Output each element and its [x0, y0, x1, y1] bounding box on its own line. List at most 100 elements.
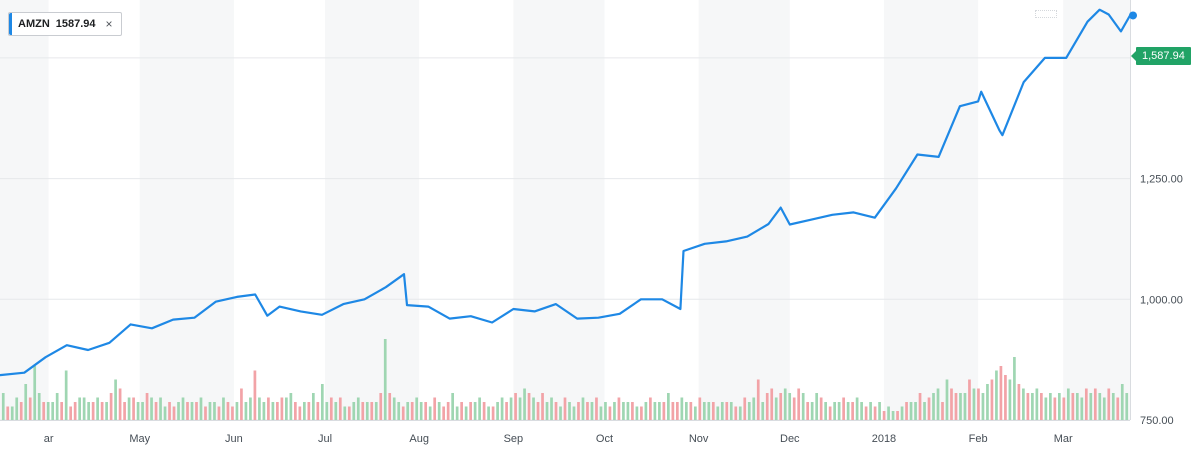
volume-bar: [55, 393, 59, 420]
y-tick-label: 750.00: [1140, 415, 1174, 427]
volume-bar: [1111, 393, 1115, 420]
volume-bar: [1035, 388, 1039, 420]
volume-bar: [374, 402, 378, 420]
volume-bar: [231, 406, 234, 420]
month-band: [325, 0, 420, 420]
volume-bar: [684, 402, 688, 420]
volume-bar: [1017, 384, 1021, 420]
volume-bar: [577, 402, 580, 420]
volume-bar: [343, 406, 347, 420]
volume-bar: [626, 402, 630, 420]
volume-bar: [995, 370, 998, 420]
last-point-marker: [1129, 11, 1137, 20]
volume-bar: [738, 406, 742, 420]
volume-bar: [1053, 397, 1057, 420]
volume-bar: [478, 397, 481, 420]
volume-bar: [604, 402, 607, 420]
volume-bar: [846, 402, 850, 420]
volume-bar: [379, 393, 383, 420]
volume-bar: [303, 402, 306, 420]
volume-bar: [199, 397, 203, 420]
volume-bar: [487, 406, 490, 420]
volume-bar: [900, 406, 904, 420]
volume-bar: [981, 393, 985, 420]
volume-bar: [401, 406, 405, 420]
volume-bar: [869, 402, 872, 420]
close-icon[interactable]: ×: [105, 17, 113, 31]
volume-bar: [217, 406, 221, 420]
volume-bar: [887, 406, 890, 420]
volume-bar: [631, 402, 634, 420]
volume-bar: [806, 402, 810, 420]
volume-bar: [496, 402, 499, 420]
volume-bar: [752, 397, 756, 420]
volume-bar: [24, 384, 28, 420]
volume-bar: [46, 402, 50, 420]
legend-chip-amzn[interactable]: AMZN 1587.94 ×: [8, 12, 122, 36]
volume-bar: [298, 406, 302, 420]
volume-bar: [653, 402, 657, 420]
volume-bar: [406, 402, 410, 420]
volume-bar: [311, 393, 315, 420]
volume-bar: [1013, 357, 1016, 420]
volume-bar: [181, 397, 185, 420]
volume-bar: [1062, 397, 1066, 420]
volume-bar: [325, 402, 329, 420]
volume-bar: [289, 393, 293, 420]
volume-bar: [204, 406, 207, 420]
volume-bar: [667, 393, 670, 420]
volume-bar: [356, 397, 360, 420]
volume-bar: [1057, 393, 1061, 420]
volume-bar: [267, 397, 270, 420]
volume-bar: [523, 388, 526, 420]
volume-bar: [505, 402, 508, 420]
y-tick-label: 1,250.00: [1140, 174, 1183, 186]
volume-bar: [711, 402, 715, 420]
volume-bar: [1120, 384, 1124, 420]
volume-bar: [797, 388, 801, 420]
volume-bar: [33, 366, 37, 420]
month-band: [139, 0, 234, 420]
volume-bar: [1125, 393, 1129, 420]
volume-bar: [676, 402, 679, 420]
volume-bar: [734, 406, 738, 420]
x-tick-label: Jun: [225, 433, 243, 445]
volume-bar: [923, 402, 926, 420]
volume-bar: [334, 402, 338, 420]
volume-bar: [671, 402, 675, 420]
volume-bar: [455, 406, 459, 420]
volume-bar: [464, 406, 468, 420]
volume-bar: [208, 402, 212, 420]
volume-bar: [460, 402, 463, 420]
legend-price: 1587.94: [55, 18, 96, 30]
volume-bar: [1071, 393, 1075, 420]
volume-bar: [42, 402, 46, 420]
volume-bar: [568, 402, 571, 420]
volume-bar: [69, 406, 73, 420]
x-tick-label: Sep: [504, 433, 524, 445]
volume-bar: [159, 397, 162, 420]
volume-bar: [590, 402, 594, 420]
volume-bar: [361, 402, 365, 420]
volume-bar: [60, 402, 64, 420]
expand-icon[interactable]: [1035, 10, 1057, 18]
month-band: [698, 0, 790, 420]
volume-bar: [541, 393, 544, 420]
volume-bar: [316, 402, 320, 420]
volume-bar: [572, 406, 576, 420]
volume-bar: [473, 402, 477, 420]
volume-bar: [500, 397, 504, 420]
volume-bar: [959, 393, 962, 420]
x-tick-label: May: [129, 433, 150, 445]
volume-bar: [1044, 397, 1048, 420]
volume-bar: [150, 397, 153, 420]
volume-bar: [132, 397, 135, 420]
volume-bar: [729, 402, 733, 420]
volume-bar: [999, 366, 1003, 420]
series-line-amzn: [0, 8, 1132, 377]
volume-bar: [145, 393, 149, 420]
volume-bar: [662, 402, 666, 420]
x-tick-label: Jul: [318, 433, 332, 445]
